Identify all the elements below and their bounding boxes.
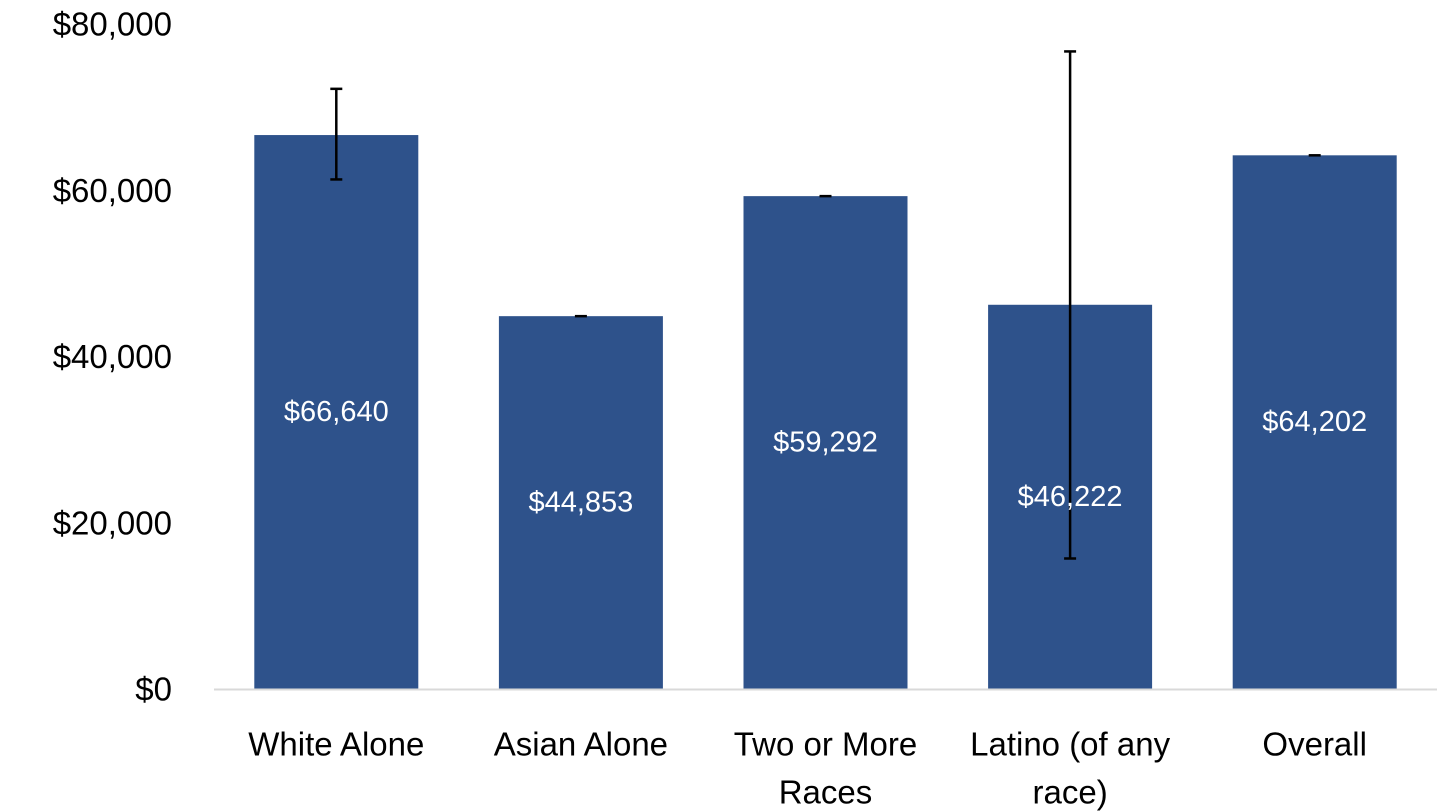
y-tick-label: $60,000 (53, 172, 172, 209)
data-labels: $66,640 $44,853 $59,292 $46,222 $64,202 (284, 396, 1367, 519)
y-tick-label: $0 (135, 671, 172, 708)
bars (254, 135, 1397, 690)
data-label: $66,640 (284, 396, 389, 428)
y-tick-label: $20,000 (53, 504, 172, 541)
x-category-label: Latino (of any (970, 726, 1170, 763)
bar (743, 196, 908, 689)
data-label: $46,222 (1018, 481, 1123, 513)
y-axis-ticks: $0 $20,000 $40,000 $60,000 $80,000 (53, 6, 172, 708)
bar (1232, 155, 1397, 690)
bar (498, 316, 663, 689)
y-tick-label: $40,000 (53, 338, 172, 375)
x-category-label: Asian Alone (494, 726, 668, 763)
x-category-label: White Alone (248, 726, 424, 763)
bar (254, 135, 419, 689)
error-bars (330, 50, 1321, 560)
error-bar (1064, 50, 1077, 560)
x-category-label: Races (779, 774, 873, 811)
x-category-label: race) (1033, 774, 1108, 811)
data-label: $44,853 (528, 487, 633, 519)
error-bar (330, 87, 343, 181)
data-label: $59,292 (773, 427, 878, 459)
x-axis-labels: White Alone Asian Alone Two or More Races La… (248, 726, 1367, 811)
y-tick-label: $80,000 (53, 6, 172, 43)
x-category-label: Overall (1262, 726, 1367, 763)
data-label: $64,202 (1262, 406, 1367, 438)
x-category-label: Two or More (734, 726, 917, 763)
